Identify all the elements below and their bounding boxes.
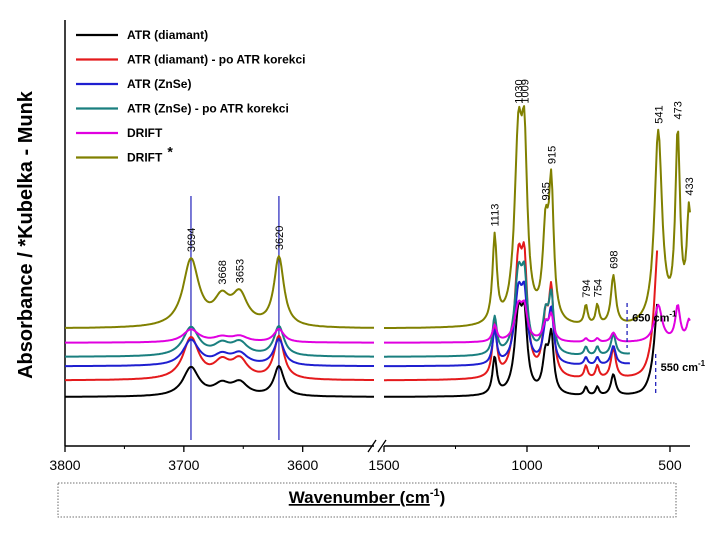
series-layer [65,105,691,398]
series-line [65,260,630,358]
peak-label: 935 [541,182,553,200]
x-tick-label: 1000 [511,457,542,473]
series-path [384,299,691,344]
legend-label: ATR (ZnSe) - po ATR korekci [127,102,289,116]
series-path [384,300,659,398]
series-path [65,337,374,368]
x-tick-label: 1500 [368,457,399,473]
series-path [65,324,374,358]
series-path [65,334,374,382]
legend-label: ATR (ZnSe) [127,77,191,91]
x-axis-title: Wavenumber (cm-1) [289,487,446,507]
series-line [65,105,691,329]
peak-label: 473 [673,101,685,119]
legend: ATR (diamant) ATR (diamant) - po ATR kore… [76,28,305,165]
reference-lines [190,196,280,440]
x-tick-label: 3700 [168,457,199,473]
y-axis-title: Absorbance / *Kubelka - Munk [15,90,37,379]
peak-label: 3694 [186,228,198,252]
cutoff-label: 550 cm-1 [661,359,706,374]
peak-label: 1113 [490,204,502,227]
x-ticks: 3800 3700 3600 1500 1000 500 [49,446,682,473]
x-tick-label: 3600 [287,457,318,473]
x-tick-label: 500 [658,457,682,473]
legend-label: DRIFT * [127,144,173,165]
x-axis-title-sup: -1 [430,487,440,499]
peak-label: 3653 [235,259,247,283]
cutoff-label: 650 cm-1 [632,310,677,325]
peak-label: 698 [608,251,620,269]
series-path [384,241,659,382]
legend-label: DRIFT [127,126,163,140]
peak-label: 433 [684,177,696,195]
series-path [383,280,631,368]
cutoff-markers: 650 cm-1 550 cm-1 [626,303,706,396]
series-line [65,241,659,382]
peak-label: 1009 [519,79,531,103]
series-line [65,300,659,398]
series-line [65,299,691,344]
x-tick-label: 3800 [49,457,80,473]
series-path [65,255,374,329]
peak-label: 3668 [217,260,229,284]
peak-label: 1030 [513,79,525,103]
legend-label: ATR (diamant) [127,28,208,42]
peak-label: 915 [546,146,558,164]
series-line [65,280,631,368]
series-path [384,105,691,329]
peak-label: 3620 [274,226,286,250]
peak-label: 794 [581,279,593,297]
x-axis-title-close: ) [440,488,446,507]
peak-label: 754 [592,279,604,297]
x-axis-title-box [57,482,677,518]
series-path [383,260,630,358]
series-path [65,327,374,344]
peak-label: 541 [653,105,665,123]
legend-label: ATR (diamant) - po ATR korekci [127,53,305,67]
x-axis-title-main: Wavenumber (cm [289,488,430,507]
axis-break-mark [367,439,387,453]
series-path [65,364,374,398]
